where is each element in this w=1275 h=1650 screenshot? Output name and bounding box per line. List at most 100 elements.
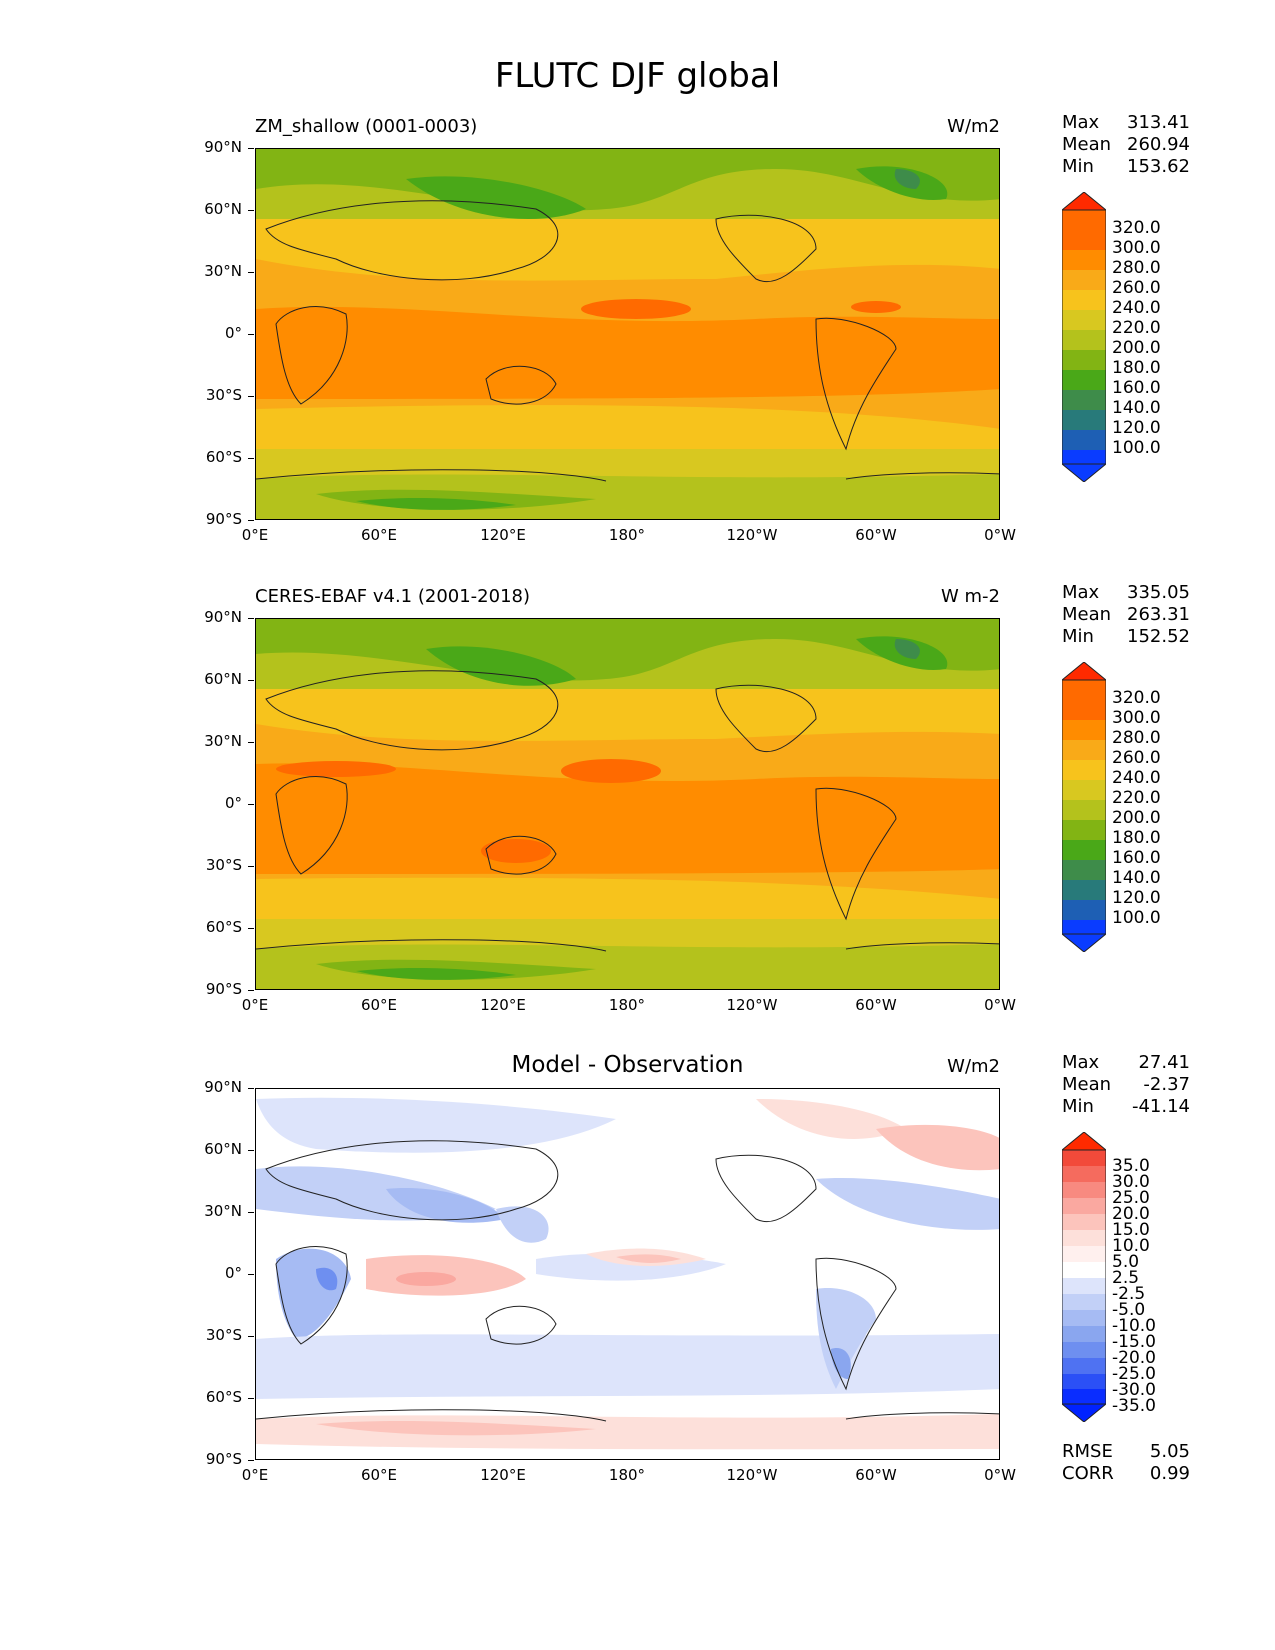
y-tick: 90°N [160, 1078, 254, 1096]
colorbar-label: 2.5 [1112, 1268, 1140, 1288]
x-tick: 0°W [984, 526, 1016, 544]
colorbar-label: 200.0 [1112, 338, 1161, 358]
stat-max: 313.41 [1127, 112, 1190, 133]
x-tick: 60°W [855, 996, 897, 1014]
y-tick: 90°S [160, 510, 254, 528]
stat-mean: -2.37 [1143, 1074, 1190, 1095]
stat-mean: 263.31 [1127, 604, 1190, 625]
colorbar-label: -25.0 [1112, 1364, 1156, 1384]
colorbar-label: 300.0 [1112, 238, 1161, 258]
colorbar-label: 5.0 [1112, 1252, 1140, 1272]
stat-label: Mean [1062, 1074, 1112, 1095]
panel-units: W/m2 [947, 1056, 1000, 1077]
map-difference [255, 1088, 1000, 1460]
colorbar-label: 180.0 [1112, 828, 1161, 848]
colorbar-label: 320.0 [1112, 688, 1161, 708]
y-tick: 0° [160, 324, 254, 342]
stat-min: -41.14 [1131, 1096, 1190, 1117]
stat-min: 153.62 [1127, 156, 1190, 177]
x-tick: 180° [608, 526, 646, 544]
colorbar-label: 200.0 [1112, 808, 1161, 828]
colorbar-label: 240.0 [1112, 768, 1161, 788]
colorbar-label: -35.0 [1112, 1396, 1156, 1416]
stat-min: 152.52 [1127, 626, 1190, 647]
stat-label: Max [1062, 582, 1100, 603]
stats-box: Max 313.41 Mean 260.94 Min 153.62 [1062, 112, 1190, 178]
colorbar-label: -2.5 [1112, 1284, 1146, 1304]
stat-label: Min [1062, 1096, 1094, 1117]
y-tick: 90°N [160, 608, 254, 626]
y-tick: 60°N [160, 1140, 254, 1158]
y-tick: 60°N [160, 200, 254, 218]
x-tick: 0°E [241, 996, 269, 1014]
panel-model: ZM_shallow (0001-0003) W/m2 [0, 112, 1275, 588]
x-tick: 60°E [360, 996, 398, 1014]
colorbar-label: 300.0 [1112, 708, 1161, 728]
stat-label: Max [1062, 1052, 1100, 1073]
panel-title: CERES-EBAF v4.1 (2001-2018) [255, 586, 531, 607]
x-tick: 0°W [984, 996, 1016, 1014]
panel-observation: CERES-EBAF v4.1 (2001-2018) W m-2 [0, 582, 1275, 1058]
y-tick: 30°S [160, 386, 254, 404]
x-tick: 120°W [726, 526, 778, 544]
x-tick: 60°E [360, 526, 398, 544]
y-tick: 60°S [160, 448, 254, 466]
colorbar [1060, 1131, 1108, 1426]
panel-title: ZM_shallow (0001-0003) [255, 116, 478, 137]
y-tick: 30°N [160, 1202, 254, 1220]
colorbar-label: 260.0 [1112, 748, 1161, 768]
stat-label: Mean [1062, 134, 1112, 155]
y-tick: 60°S [160, 1388, 254, 1406]
y-tick: 30°S [160, 856, 254, 874]
x-tick: 0°E [241, 526, 269, 544]
colorbar-label: 15.0 [1112, 1220, 1150, 1240]
y-tick: 90°S [160, 1450, 254, 1468]
stats-box: Max 335.05 Mean 263.31 Min 152.52 [1062, 582, 1190, 648]
colorbar-label: 140.0 [1112, 398, 1161, 418]
metric-label: RMSE [1062, 1441, 1113, 1462]
y-tick: 30°N [160, 262, 254, 280]
stat-max: 27.41 [1138, 1052, 1190, 1073]
y-tick: 30°S [160, 1326, 254, 1344]
x-tick: 180° [608, 1466, 646, 1484]
x-tick: 60°E [360, 1466, 398, 1484]
colorbar-label: 240.0 [1112, 298, 1161, 318]
colorbar-label: 25.0 [1112, 1188, 1150, 1208]
colorbar-label: 280.0 [1112, 728, 1161, 748]
x-tick: 60°W [855, 1466, 897, 1484]
colorbar-label: 180.0 [1112, 358, 1161, 378]
colorbar-label: 160.0 [1112, 848, 1161, 868]
x-tick: 60°W [855, 526, 897, 544]
panel-difference: Model - Observation W/m2 [0, 1052, 1275, 1528]
x-tick: 120°E [480, 996, 526, 1014]
stat-max: 335.05 [1127, 582, 1190, 603]
y-tick: 90°S [160, 980, 254, 998]
colorbar-label: 120.0 [1112, 418, 1161, 438]
stat-label: Max [1062, 112, 1100, 133]
colorbar-label: -5.0 [1112, 1300, 1146, 1320]
colorbar-label: 160.0 [1112, 378, 1161, 398]
stat-label: Min [1062, 626, 1094, 647]
panel-units: W/m2 [947, 116, 1000, 137]
panel-units: W m-2 [940, 586, 1000, 607]
colorbar-label: 260.0 [1112, 278, 1161, 298]
x-tick: 120°E [480, 526, 526, 544]
stats-box: Max 27.41 Mean -2.37 Min -41.14 [1062, 1052, 1190, 1118]
colorbar-label: 100.0 [1112, 438, 1161, 458]
colorbar-label: 10.0 [1112, 1236, 1150, 1256]
colorbar-label: 320.0 [1112, 218, 1161, 238]
y-tick: 90°N [160, 138, 254, 156]
colorbar-label: 30.0 [1112, 1172, 1150, 1192]
y-tick: 60°S [160, 918, 254, 936]
colorbar-label: -10.0 [1112, 1316, 1156, 1336]
x-tick: 0°E [241, 1466, 269, 1484]
stat-label: Min [1062, 156, 1094, 177]
colorbar-label: 140.0 [1112, 868, 1161, 888]
colorbar [1060, 661, 1108, 956]
metric-label: CORR [1062, 1463, 1114, 1484]
y-tick: 0° [160, 794, 254, 812]
colorbar-label: -30.0 [1112, 1380, 1156, 1400]
metrics-box: RMSE 5.05 CORR 0.99 [1062, 1441, 1190, 1485]
panel-title: Model - Observation [511, 1052, 744, 1078]
stat-label: Mean [1062, 604, 1112, 625]
